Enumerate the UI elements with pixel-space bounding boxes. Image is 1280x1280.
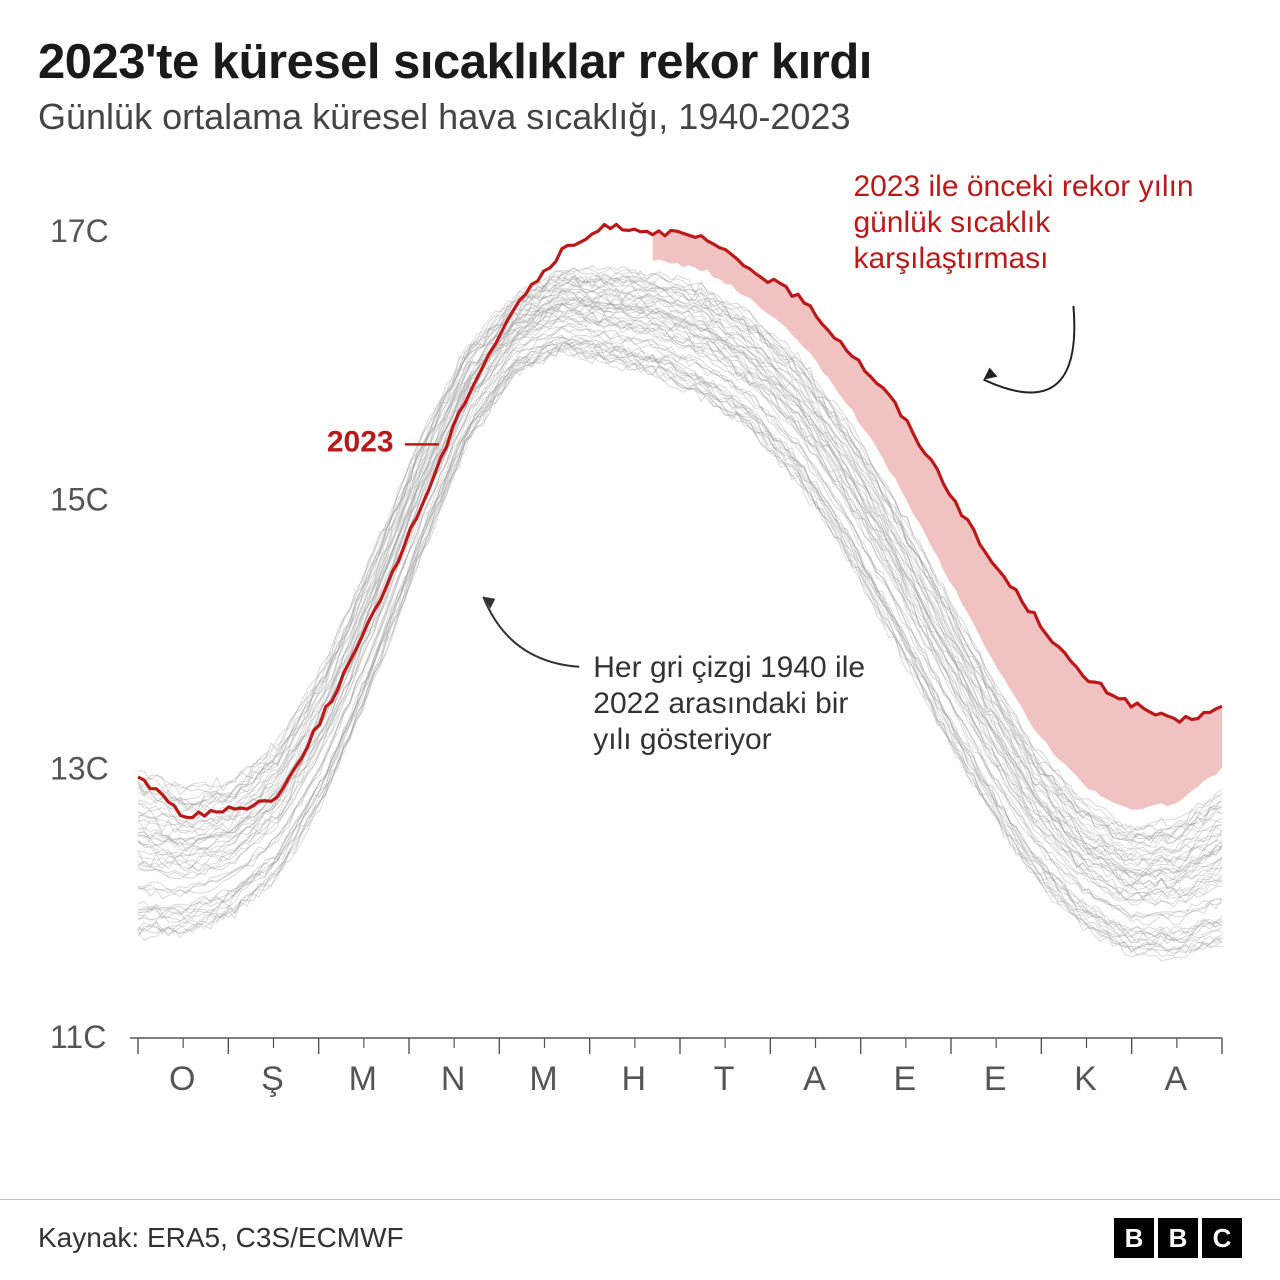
svg-text:N: N — [441, 1060, 468, 1098]
svg-text:11C: 11C — [50, 1019, 106, 1055]
temperature-chart: 11C 13C 15C 17C O Ş M N M H T A E E K A 2023 Her gri çizg… — [38, 148, 1242, 1128]
bbc-b1: B — [1114, 1218, 1154, 1258]
svg-text:E: E — [984, 1060, 1009, 1098]
svg-text:O: O — [169, 1060, 197, 1098]
svg-text:2023: 2023 — [327, 425, 394, 458]
svg-text:E: E — [893, 1060, 918, 1098]
svg-text:H: H — [622, 1060, 649, 1098]
bbc-b3: C — [1202, 1218, 1242, 1258]
svg-text:günlük sıcaklık: günlük sıcaklık — [853, 206, 1051, 239]
chart-svg: 11C 13C 15C 17C O Ş M N M H T A E E K A 2023 Her gri çizg… — [38, 148, 1242, 1128]
footer: Kaynak: ERA5, C3S/ECMWF B B C — [0, 1199, 1280, 1280]
bbc-logo: B B C — [1114, 1218, 1242, 1258]
svg-text:Ş: Ş — [261, 1060, 286, 1098]
bbc-b2: B — [1158, 1218, 1198, 1258]
svg-text:M: M — [529, 1060, 559, 1098]
page-subtitle: Günlük ortalama küresel hava sıcaklığı, … — [38, 96, 1242, 138]
svg-text:2023 ile önceki rekor yılın: 2023 ile önceki rekor yılın — [853, 170, 1193, 203]
svg-text:2022 arasındaki bir: 2022 arasındaki bir — [593, 687, 848, 720]
svg-text:karşılaştırması: karşılaştırması — [853, 242, 1048, 275]
svg-text:M: M — [349, 1060, 379, 1098]
svg-text:yılı gösteriyor: yılı gösteriyor — [593, 723, 771, 756]
svg-text:A: A — [1164, 1060, 1189, 1098]
svg-text:Her gri çizgi 1940 ile: Her gri çizgi 1940 ile — [593, 651, 865, 684]
svg-text:T: T — [714, 1060, 737, 1098]
page-title: 2023'te küresel sıcaklıklar rekor kırdı — [38, 34, 1242, 90]
svg-text:17C: 17C — [50, 213, 109, 249]
svg-text:K: K — [1074, 1060, 1099, 1098]
svg-text:15C: 15C — [50, 482, 109, 518]
svg-text:A: A — [803, 1060, 828, 1098]
source-label: Kaynak: ERA5, C3S/ECMWF — [38, 1222, 404, 1254]
svg-text:13C: 13C — [50, 750, 109, 786]
